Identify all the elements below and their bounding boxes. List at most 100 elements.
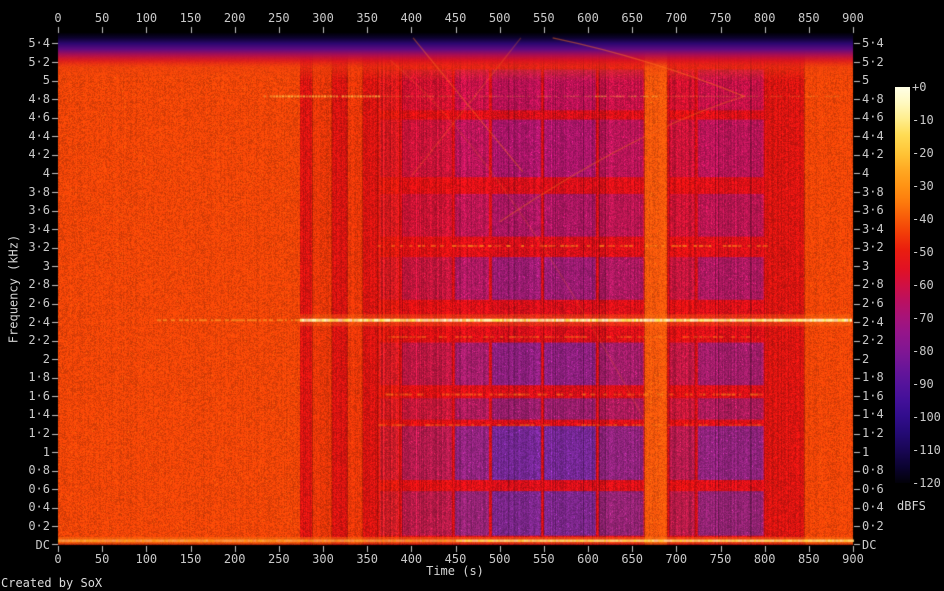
- colorbar-tick-label: -60: [912, 277, 934, 292]
- y-tick-label: 0·2: [862, 518, 884, 533]
- x-tick-label: 800: [753, 11, 776, 25]
- x-tick-label: 350: [356, 552, 378, 566]
- y-tick-label: 2·2: [862, 333, 884, 348]
- y-tick-label: 1·8: [862, 370, 884, 385]
- colorbar-tick-label: -90: [912, 376, 934, 391]
- y-tick-label: 1: [862, 444, 870, 459]
- x-tick-label: 0: [54, 11, 62, 25]
- y-tick-label: 1·2: [28, 426, 50, 441]
- y-tick-label: 3: [42, 258, 50, 273]
- y-tick-label: 2·8: [862, 277, 884, 292]
- credit-text: Created by SoX: [1, 576, 103, 590]
- x-tick-label: 50: [94, 11, 110, 25]
- x-tick-label: 450: [444, 552, 467, 566]
- y-tick-label: 3·4: [28, 221, 50, 236]
- x-tick-label: 900: [842, 11, 864, 25]
- colorbar-tick-label: -120: [912, 475, 941, 490]
- colorbar-tick-label: -40: [912, 211, 934, 226]
- x-tick-label: 150: [179, 11, 202, 25]
- x-tick-label: 550: [532, 552, 555, 566]
- colorbar-tick-label: -80: [912, 343, 934, 358]
- y-tick-label: DC: [862, 537, 877, 552]
- y-tick-label: 2·8: [28, 277, 50, 292]
- y-tick-label: 3·2: [28, 240, 50, 255]
- y-tick-label: 3·8: [862, 184, 884, 199]
- y-tick-label: 5·2: [28, 54, 50, 69]
- y-tick-label: 2·6: [862, 296, 884, 310]
- y-tick-label: 3·6: [862, 203, 884, 218]
- y-tick-label: 0·4: [28, 500, 50, 515]
- y-tick-label: 4·8: [28, 91, 50, 106]
- x-tick-label: 100: [135, 552, 158, 566]
- colorbar-gradient: [895, 87, 910, 483]
- y-tick-label: 1·6: [862, 388, 884, 403]
- y-tick-label: 2·2: [28, 333, 50, 348]
- y-tick-label: 3·8: [28, 184, 50, 199]
- x-tick-label: 400: [400, 11, 423, 25]
- x-tick-label: 550: [532, 11, 555, 25]
- y-tick-label: 5·4: [862, 35, 884, 50]
- colorbar-tick-label: -50: [912, 244, 934, 259]
- x-tick-label: 800: [753, 552, 776, 566]
- y-tick-label: 1·4: [28, 407, 50, 422]
- x-tick-label: 900: [842, 552, 864, 566]
- x-tick-label: 200: [223, 552, 246, 566]
- colorbar-tick-label: -110: [912, 442, 941, 457]
- y-tick-label: 1·8: [28, 370, 50, 385]
- x-tick-label: 600: [577, 552, 599, 566]
- y-tick-label: 4·2: [862, 147, 884, 162]
- y-tick-label: DC: [35, 537, 50, 552]
- y-tick-label: 3: [862, 258, 870, 273]
- x-tick-label: 650: [621, 11, 643, 25]
- y-tick-label: 1: [42, 444, 50, 459]
- y-tick-label: 2·4: [28, 314, 50, 329]
- colorbar-tick-label: -30: [912, 178, 934, 193]
- y-tick-label: 2·6: [28, 296, 50, 310]
- x-tick-label: 750: [709, 11, 732, 25]
- y-tick-label: 0·2: [28, 518, 50, 533]
- y-tick-label: 4·6: [862, 110, 884, 125]
- x-tick-label: 850: [797, 11, 820, 25]
- x-tick-label: 750: [709, 552, 732, 566]
- x-tick-label: 450: [444, 11, 467, 25]
- y-tick-label: 5·4: [28, 35, 50, 50]
- y-tick-label: 4: [42, 165, 50, 180]
- colorbar-tick-label: -100: [912, 409, 941, 424]
- y-tick-label: 1·4: [862, 407, 884, 422]
- y-tick-label: 4·2: [28, 147, 50, 162]
- x-tick-label: 350: [356, 11, 378, 25]
- y-axis-title: Frequency (kHz): [6, 234, 21, 344]
- x-tick-label: 200: [223, 11, 246, 25]
- y-tick-label: 4: [862, 165, 870, 180]
- y-tick-label: 5: [42, 73, 50, 88]
- y-tick-label: 4·4: [862, 128, 884, 143]
- y-tick-label: 2·4: [862, 314, 884, 329]
- x-tick-label: 0: [54, 552, 62, 566]
- y-tick-label: 3·2: [862, 240, 884, 255]
- y-tick-label: 0·8: [28, 463, 50, 478]
- x-tick-label: 700: [665, 552, 688, 566]
- colorbar-tick-label: -70: [912, 310, 934, 325]
- y-tick-label: 0·6: [862, 481, 884, 496]
- x-tick-label: 400: [400, 552, 423, 566]
- colorbar-tick-label: -20: [912, 145, 934, 160]
- y-tick-label: 0·6: [28, 481, 50, 496]
- y-tick-label: 0·4: [862, 500, 884, 515]
- y-tick-label: 3·6: [28, 203, 50, 218]
- x-tick-label: 250: [267, 11, 290, 25]
- y-tick-label: 5·2: [862, 54, 884, 69]
- x-tick-label: 150: [179, 552, 202, 566]
- y-tick-label: 1·6: [28, 388, 50, 403]
- x-axis-title: Time (s): [426, 564, 484, 578]
- x-tick-label: 700: [665, 11, 688, 25]
- y-tick-label: 2: [862, 351, 870, 366]
- colorbar-unit-label: dBFS: [897, 499, 926, 513]
- x-tick-label: 850: [797, 552, 820, 566]
- y-tick-label: 5: [862, 73, 870, 88]
- colorbar-tick-label: -10: [912, 112, 934, 127]
- colorbar-tick-label: +0: [912, 79, 927, 94]
- x-tick-label: 600: [577, 11, 599, 25]
- x-tick-label: 250: [267, 552, 290, 566]
- y-tick-label: 3·4: [862, 221, 884, 236]
- x-tick-label: 500: [488, 552, 511, 566]
